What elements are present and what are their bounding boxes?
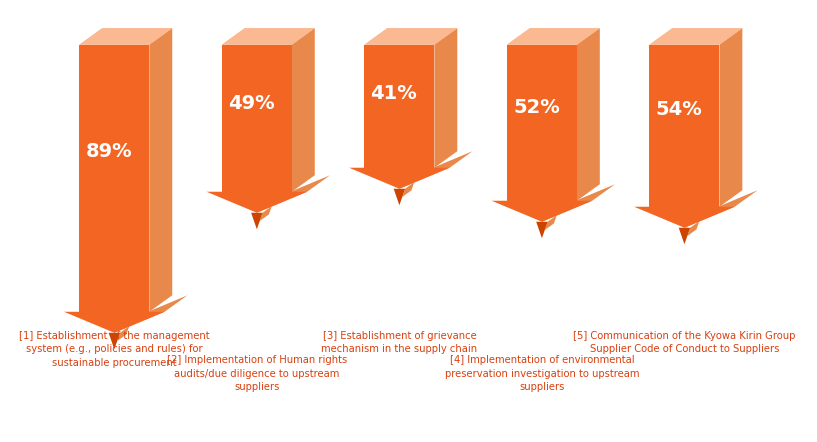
Polygon shape: [507, 28, 600, 45]
Text: 89%: 89%: [86, 142, 132, 161]
Polygon shape: [117, 326, 129, 341]
Text: [3] Establishment of grievance
mechanism in the supply chain: [3] Establishment of grievance mechanism…: [321, 332, 477, 354]
Polygon shape: [64, 312, 164, 333]
Polygon shape: [222, 28, 315, 45]
Polygon shape: [402, 182, 414, 197]
Polygon shape: [650, 45, 720, 207]
Polygon shape: [507, 45, 577, 201]
Polygon shape: [260, 206, 272, 221]
Polygon shape: [79, 28, 172, 45]
Polygon shape: [394, 189, 405, 205]
Text: [4] Implementation of environmental
preservation investigation to upstream
suppl: [4] Implementation of environmental pres…: [444, 355, 639, 392]
Polygon shape: [109, 333, 120, 349]
Polygon shape: [222, 28, 315, 45]
Polygon shape: [650, 28, 743, 45]
Polygon shape: [545, 215, 557, 230]
Polygon shape: [79, 45, 150, 312]
Text: 49%: 49%: [228, 94, 275, 113]
Polygon shape: [507, 28, 600, 45]
Polygon shape: [634, 207, 734, 228]
Polygon shape: [577, 28, 600, 201]
Polygon shape: [150, 28, 172, 312]
Polygon shape: [364, 45, 435, 168]
Polygon shape: [222, 45, 292, 192]
Polygon shape: [650, 28, 743, 45]
Polygon shape: [79, 28, 172, 45]
Polygon shape: [114, 295, 188, 333]
Polygon shape: [257, 175, 330, 213]
Polygon shape: [687, 221, 699, 236]
Text: [5] Communication of the Kyowa Kirin Group
Supplier Code of Conduct to Suppliers: [5] Communication of the Kyowa Kirin Gro…: [574, 332, 796, 354]
Polygon shape: [685, 190, 757, 228]
Text: [1] Establishment of the management
system (e.g., policies and rules) for
sustai: [1] Establishment of the management syst…: [19, 332, 210, 368]
Polygon shape: [492, 201, 592, 222]
Polygon shape: [400, 151, 472, 189]
Polygon shape: [364, 28, 458, 45]
Polygon shape: [720, 28, 743, 207]
Polygon shape: [679, 228, 690, 244]
Polygon shape: [207, 192, 307, 213]
Text: [2] Implementation of Human rights
audits/due diligence to upstream
suppliers: [2] Implementation of Human rights audit…: [167, 355, 347, 392]
Text: 41%: 41%: [370, 84, 417, 103]
Polygon shape: [542, 184, 615, 222]
Polygon shape: [251, 213, 262, 229]
Polygon shape: [435, 28, 458, 168]
Text: 52%: 52%: [513, 98, 560, 117]
Polygon shape: [349, 168, 449, 189]
Polygon shape: [536, 222, 547, 238]
Text: 54%: 54%: [655, 100, 703, 119]
Polygon shape: [292, 28, 315, 192]
Polygon shape: [364, 28, 458, 45]
